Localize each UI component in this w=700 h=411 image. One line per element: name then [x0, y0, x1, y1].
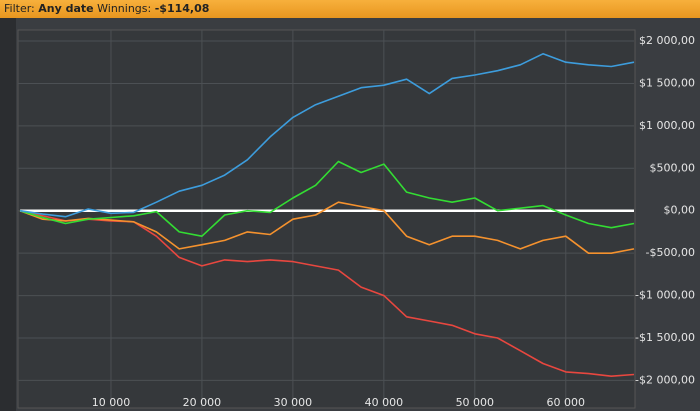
x-tick-label: 20 000 — [183, 396, 222, 409]
y-tick-label: -$500,00 — [646, 246, 695, 259]
winnings-label: Winnings: — [97, 2, 152, 15]
series-line — [19, 201, 635, 254]
x-tick-label: 60 000 — [547, 396, 586, 409]
x-tick-label: 30 000 — [274, 396, 313, 409]
filter-value[interactable]: Any date — [38, 2, 94, 15]
y-tick-label: $0,00 — [664, 204, 696, 217]
y-tick-label: $1 000,00 — [639, 119, 695, 132]
plot-area — [17, 29, 636, 409]
winnings-value: -$114,08 — [154, 2, 210, 15]
y-tick-label: -$1 000,00 — [635, 289, 695, 302]
y-tick-label: -$1 500,00 — [635, 331, 695, 344]
y-tick-label: $2 000,00 — [639, 34, 695, 47]
chart: $2 000,00 $1 500,00 $1 000,00 $500,00 $0,00 -… — [0, 18, 696, 411]
y-tick-label: $500,00 — [650, 161, 696, 174]
x-tick-label: 10 000 — [92, 396, 131, 409]
series-line — [19, 160, 635, 237]
filter-label: Filter: — [4, 2, 35, 15]
series-line — [19, 53, 635, 218]
y-tick-label: -$2 000,00 — [635, 373, 695, 386]
side-strip — [0, 18, 16, 411]
x-tick-label: 50 000 — [456, 396, 495, 409]
filter-bar: Filter: Any date Winnings: -$114,08 — [0, 0, 700, 18]
x-tick-label: 40 000 — [365, 396, 404, 409]
y-tick-label: $1 500,00 — [639, 76, 695, 89]
